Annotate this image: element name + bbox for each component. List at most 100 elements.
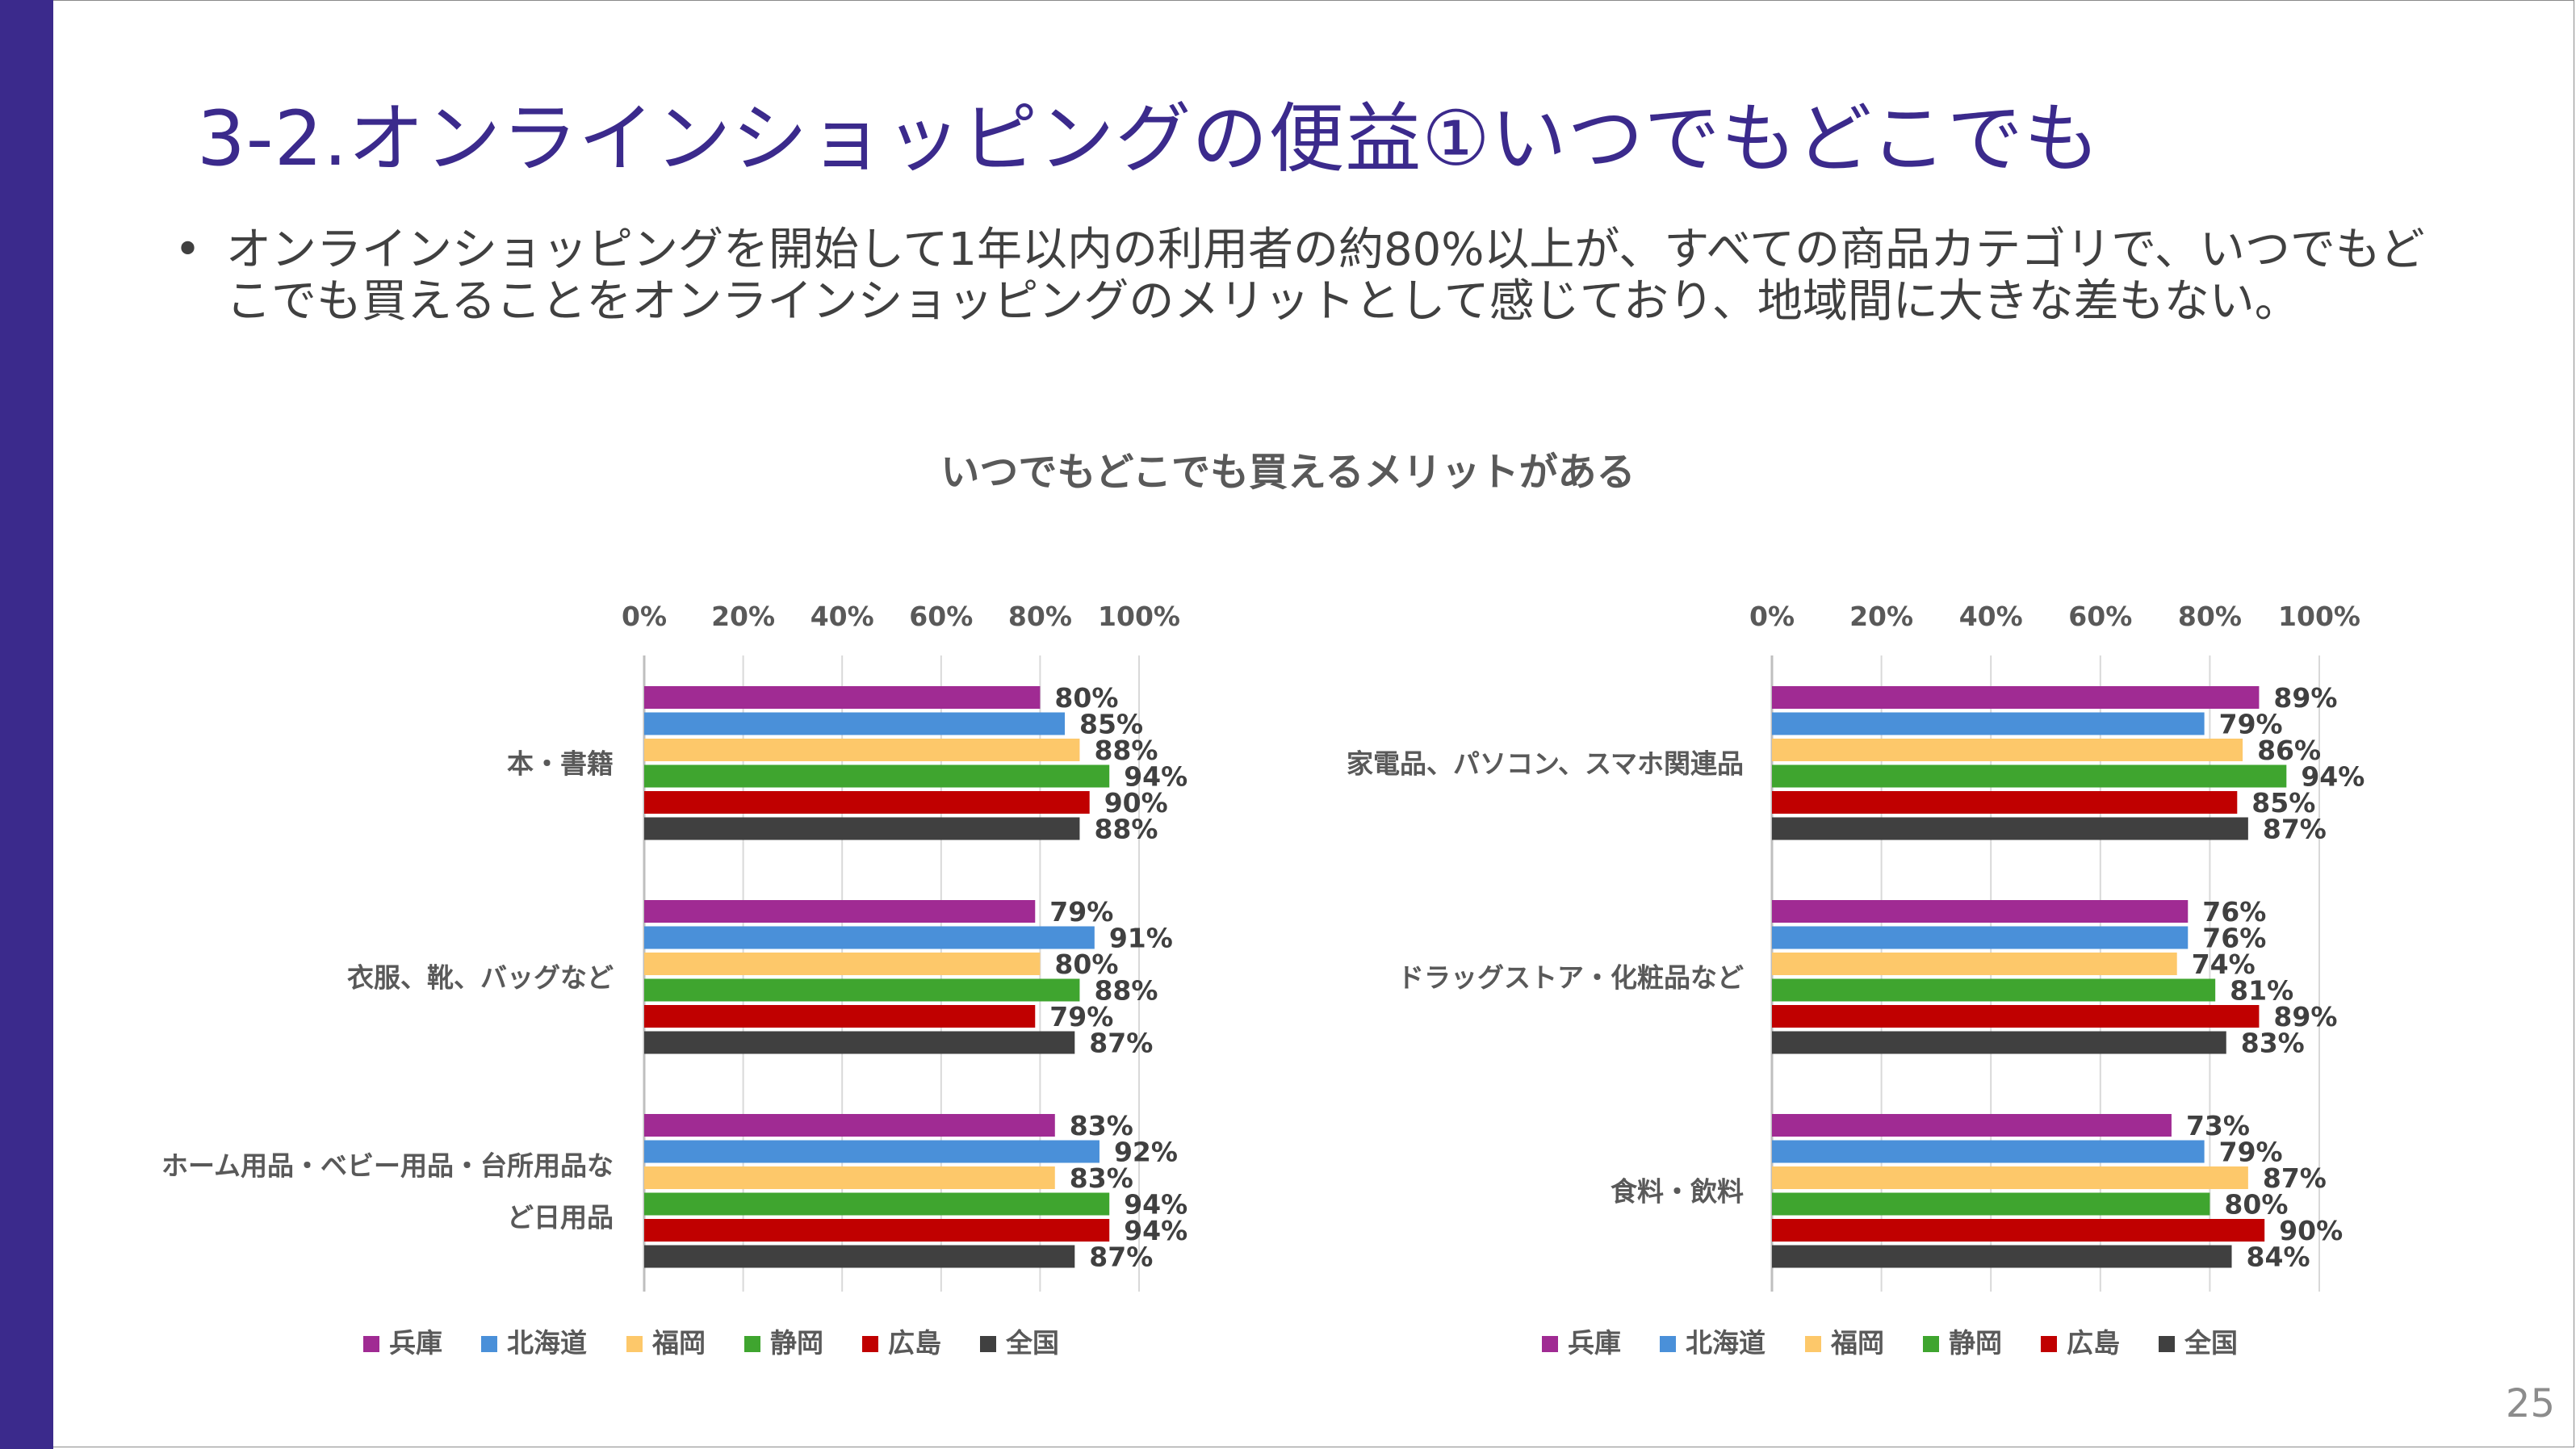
tick-label: 60%: [909, 601, 973, 632]
bar: [644, 686, 1041, 709]
data-label: 88%: [1094, 975, 1158, 1007]
data-label: 91%: [1109, 923, 1173, 954]
bar: [644, 900, 1036, 923]
bullet-text: オンラインショッピングを開始して1年以内の利用者の約80%以上が、すべての商品カ…: [226, 224, 2425, 328]
data-label: 87%: [1089, 1242, 1153, 1273]
legend-swatch: [862, 1336, 878, 1352]
page-number: 25: [2505, 1381, 2555, 1426]
legend-label: 静岡: [1949, 1327, 2002, 1359]
bar: [1772, 1031, 2226, 1054]
legend-swatch: [1923, 1336, 1939, 1352]
data-label: 81%: [2230, 975, 2293, 1007]
bar: [1772, 1166, 2248, 1189]
tick-label: 20%: [711, 601, 775, 632]
slide-title: 3-2.オンラインショッピングの便益①いつでもどこでも: [197, 95, 2101, 183]
legend-swatch: [1542, 1336, 1558, 1352]
bar: [644, 1140, 1100, 1163]
legend-label: 兵庫: [1568, 1327, 1621, 1359]
category-label: ど日用品: [507, 1201, 614, 1233]
legend-swatch: [1805, 1336, 1821, 1352]
category-label: 本・書籍: [507, 748, 614, 779]
bar: [1772, 1245, 2232, 1268]
legend-label: 北海道: [1686, 1327, 1766, 1359]
tick-label: 80%: [2178, 601, 2242, 632]
bar: [1772, 953, 2177, 975]
bar: [1772, 1140, 2205, 1163]
bar: [1772, 686, 2260, 709]
data-label: 74%: [2192, 949, 2256, 980]
data-label: 80%: [1054, 949, 1118, 980]
bar: [644, 926, 1095, 949]
legend-swatch: [2041, 1336, 2057, 1352]
tick-label: 40%: [810, 601, 874, 632]
bar: [1772, 926, 2189, 949]
bar: [644, 1114, 1055, 1137]
bar: [1772, 1005, 2260, 1028]
tick-label: 100%: [2278, 601, 2360, 632]
bar: [644, 1245, 1075, 1268]
data-label: 79%: [1049, 1001, 1113, 1032]
data-label: 76%: [2202, 896, 2266, 928]
legend-swatch: [1660, 1336, 1676, 1352]
legend-label: 福岡: [651, 1327, 706, 1359]
legend-label: 全国: [2184, 1327, 2238, 1359]
bar: [1772, 712, 2205, 735]
bar: [1772, 1192, 2210, 1216]
legend-label: 北海道: [507, 1327, 587, 1359]
data-label: 85%: [1079, 709, 1143, 740]
bar: [644, 1192, 1110, 1216]
data-label: 76%: [2202, 923, 2266, 954]
legend-label: 広島: [2067, 1327, 2120, 1359]
bar: [644, 791, 1090, 814]
bar: [644, 764, 1110, 788]
category-label: 家電品、パソコン、スマホ関連品: [1347, 748, 1744, 779]
bar: [644, 1005, 1036, 1028]
data-label: 94%: [1124, 1215, 1187, 1246]
legend-label: 福岡: [1830, 1327, 1884, 1359]
data-label: 90%: [2279, 1215, 2343, 1246]
tick-label: 20%: [1849, 601, 1913, 632]
accent-bar: [0, 0, 53, 1449]
data-label: 87%: [2263, 1162, 2327, 1194]
data-label: 87%: [1089, 1028, 1153, 1059]
bar: [644, 739, 1080, 761]
bar: [644, 712, 1066, 735]
data-label: 94%: [1124, 1189, 1187, 1221]
data-label: 83%: [1070, 1110, 1133, 1141]
bullet-point: • オンラインショッピングを開始して1年以内の利用者の約80%以上が、すべての商…: [174, 224, 2454, 328]
legend-swatch: [744, 1336, 760, 1352]
legend-swatch: [980, 1336, 996, 1352]
data-label: 73%: [2186, 1110, 2250, 1141]
bar: [644, 817, 1080, 840]
tick-label: 0%: [1749, 601, 1795, 632]
data-label: 90%: [1104, 787, 1168, 819]
legend-label: 全国: [1005, 1327, 1059, 1359]
data-label: 94%: [1124, 761, 1187, 793]
data-label: 80%: [2224, 1189, 2288, 1221]
data-label: 88%: [1094, 735, 1158, 766]
bar: [1772, 791, 2238, 814]
bar: [644, 978, 1080, 1002]
data-label: 89%: [2273, 682, 2337, 714]
data-label: 83%: [1070, 1162, 1133, 1194]
legend-swatch: [363, 1336, 379, 1352]
bullet-icon: •: [174, 224, 202, 276]
data-label: 79%: [1049, 896, 1113, 928]
legend-swatch: [626, 1336, 643, 1352]
bar: [1772, 978, 2216, 1002]
data-label: 89%: [2273, 1001, 2337, 1032]
tick-label: 60%: [2068, 601, 2132, 632]
tick-label: 100%: [1098, 601, 1180, 632]
tick-label: 0%: [622, 601, 667, 632]
chart-heading: いつでもどこでも買えるメリットがある: [940, 450, 1636, 495]
tick-label: 40%: [1959, 601, 2023, 632]
data-label: 92%: [1114, 1137, 1178, 1168]
data-label: 83%: [2241, 1028, 2305, 1059]
data-label: 85%: [2251, 787, 2315, 819]
legend-swatch: [481, 1336, 497, 1352]
data-label: 87%: [2263, 814, 2327, 845]
bar: [644, 953, 1041, 975]
bar: [644, 1031, 1075, 1054]
data-label: 86%: [2257, 735, 2321, 766]
